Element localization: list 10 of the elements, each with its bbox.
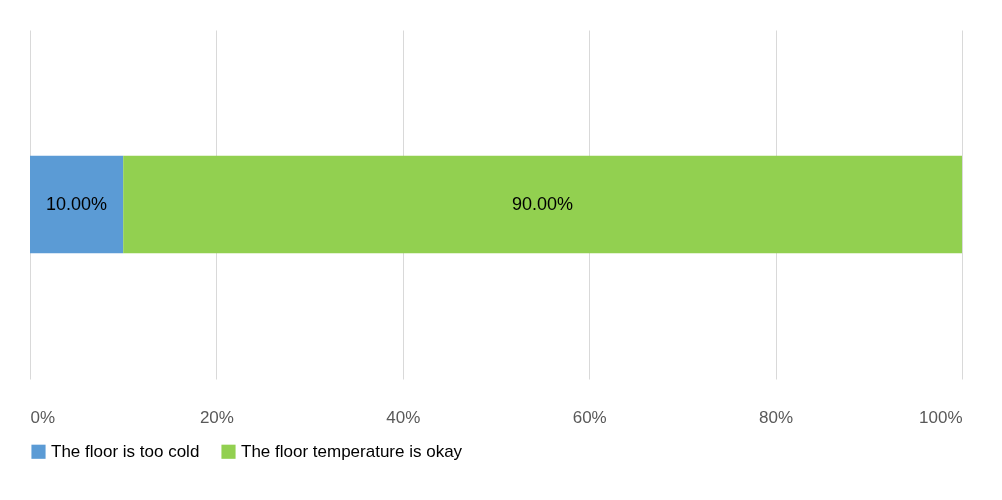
- x-tick-label: 20%: [199, 407, 234, 427]
- x-tick-label: 40%: [386, 407, 421, 427]
- x-tick-label: 100%: [919, 407, 963, 427]
- legend-label: The floor is too cold: [51, 441, 200, 461]
- data-label: 90.00%: [512, 193, 574, 214]
- legend-label: The floor temperature is okay: [241, 441, 463, 461]
- x-tick-label: 80%: [759, 407, 794, 427]
- x-tick-label: 0%: [30, 407, 56, 427]
- x-tick-label: 60%: [572, 407, 607, 427]
- data-label: 10.00%: [46, 193, 108, 214]
